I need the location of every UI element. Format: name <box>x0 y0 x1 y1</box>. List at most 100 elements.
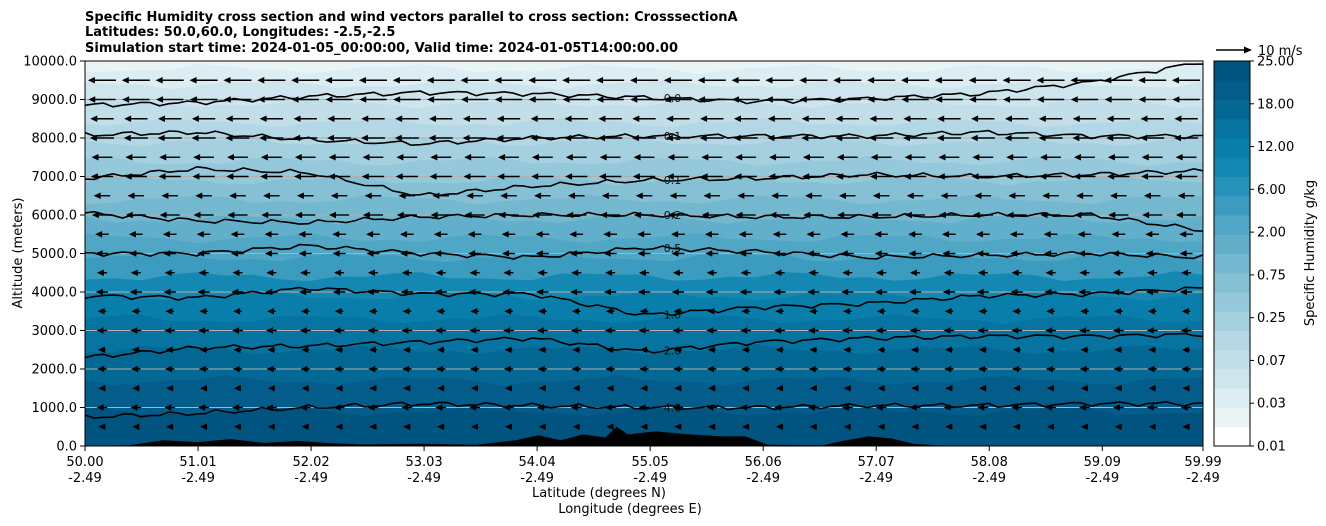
wind-arrow <box>1045 365 1056 373</box>
wind-arrow <box>368 365 378 373</box>
wind-arrow <box>1080 346 1089 353</box>
colorbar-tick-label: 6.00 <box>1257 183 1286 198</box>
y-tick-label: 3000.0 <box>32 324 78 339</box>
wind-arrow <box>95 250 109 257</box>
wind-arrow <box>876 365 886 373</box>
wind-arrow <box>435 404 447 411</box>
wind-arrow <box>197 250 211 257</box>
wind-arrow <box>164 269 175 276</box>
wind-arrow <box>494 77 523 84</box>
wind-arrow <box>460 77 489 84</box>
wind-arrow <box>802 154 824 161</box>
wind-arrow <box>403 385 411 392</box>
wind-arrow <box>502 250 515 257</box>
title-line-1: Specific Humidity cross section and wind… <box>85 10 738 25</box>
wind-arrow <box>840 250 854 257</box>
wind-arrow <box>332 231 346 238</box>
wind-arrow <box>91 154 113 161</box>
wind-arrow <box>366 231 380 238</box>
wind-arrow <box>938 154 960 161</box>
wind-arrow <box>299 327 311 334</box>
wind-arrow <box>1113 269 1124 276</box>
wind-arrow <box>633 211 655 219</box>
wind-arrow <box>1004 115 1029 122</box>
wind-arrow <box>1011 365 1022 373</box>
x-axis: 50.00-2.4951.01-2.4952.02-2.4953.03-2.49… <box>66 446 1222 486</box>
wind-arrow <box>1010 288 1023 296</box>
wind-arrow <box>1080 423 1089 430</box>
wind-arrow <box>462 115 487 122</box>
wind-arrow <box>975 231 990 238</box>
wind-arrow <box>600 211 621 219</box>
wind-arrow <box>843 423 851 430</box>
wind-arrow <box>1079 404 1090 411</box>
wind-arrow <box>301 385 309 392</box>
wind-arrow <box>121 77 150 84</box>
wind-arrow <box>972 154 994 161</box>
wind-arrow <box>806 250 820 257</box>
wind-arrow <box>1005 173 1028 180</box>
wind-arrow <box>639 308 649 315</box>
wind-arrow <box>674 423 682 430</box>
x-tick-label-lat: 58.08 <box>971 455 1008 470</box>
wind-arrow <box>332 288 346 296</box>
x-tick-label-lat: 54.04 <box>519 455 556 470</box>
wind-arrow <box>1009 231 1024 238</box>
wind-arrow <box>267 423 275 430</box>
colorbar-band <box>1214 292 1250 312</box>
wind-arrow <box>1106 134 1131 142</box>
wind-arrow <box>1011 269 1022 276</box>
x-tick-label-lon: -2.49 <box>859 471 893 486</box>
wind-arrow <box>427 96 455 103</box>
wind-arrow <box>908 231 922 238</box>
wind-arrow <box>227 154 248 161</box>
wind-arrow <box>122 96 150 103</box>
wind-arrow <box>1072 115 1097 122</box>
wind-arrow <box>396 211 417 219</box>
wind-arrow <box>469 365 480 373</box>
wind-arrow <box>95 288 109 296</box>
colorbar-ticks: 0.01 0.03 0.07 0.25 0.75 2.00 6.00 12.00 18.00 25… <box>1250 55 1294 455</box>
wind-arrow <box>978 346 987 353</box>
wind-arrow <box>667 211 688 219</box>
wind-arrow <box>433 231 448 238</box>
wind-arrow <box>598 134 623 142</box>
wind-arrow <box>368 308 378 315</box>
wind-arrow <box>972 211 993 219</box>
y-tick-label: 10000.0 <box>23 55 77 70</box>
x-tick-label-lon: -2.49 <box>1085 471 1119 486</box>
wind-arrow <box>1072 134 1097 142</box>
wind-arrow <box>876 269 887 276</box>
plot-area: 0.00.10.10.20.51.02.04.0 <box>84 60 1204 447</box>
wind-arrow <box>257 96 286 103</box>
wind-arrow <box>1179 250 1193 257</box>
wind-arrow <box>265 288 278 296</box>
wind-arrow <box>402 365 412 373</box>
colorbar-band <box>1214 215 1250 235</box>
x-tick-label-lat: 57.07 <box>858 455 895 470</box>
wind-arrow <box>430 211 451 219</box>
wind-arrow <box>232 269 243 276</box>
wind-arrow <box>291 77 320 84</box>
wind-arrow <box>165 346 174 353</box>
wind-arrow <box>606 385 614 392</box>
wind-arrow <box>1177 192 1195 199</box>
wind-arrow <box>264 250 278 257</box>
wind-arrow <box>700 115 724 122</box>
wind-arrow <box>604 288 617 296</box>
wind-arrow <box>571 308 581 315</box>
wind-arrow <box>701 154 723 161</box>
wind-arrow <box>799 77 828 84</box>
colorbar-frame <box>1213 60 1251 447</box>
wind-arrow <box>434 288 447 296</box>
wind-arrow <box>95 231 109 238</box>
wind-arrow <box>572 346 581 353</box>
wind-arrow <box>335 346 344 353</box>
wind-arrow <box>1143 192 1161 199</box>
wind-arrow <box>869 115 893 122</box>
wind-arrow <box>739 250 753 257</box>
wind-arrow <box>741 346 750 353</box>
wind-arrow <box>633 154 655 161</box>
wind-arrow <box>971 115 995 122</box>
wind-arrow <box>572 385 580 392</box>
